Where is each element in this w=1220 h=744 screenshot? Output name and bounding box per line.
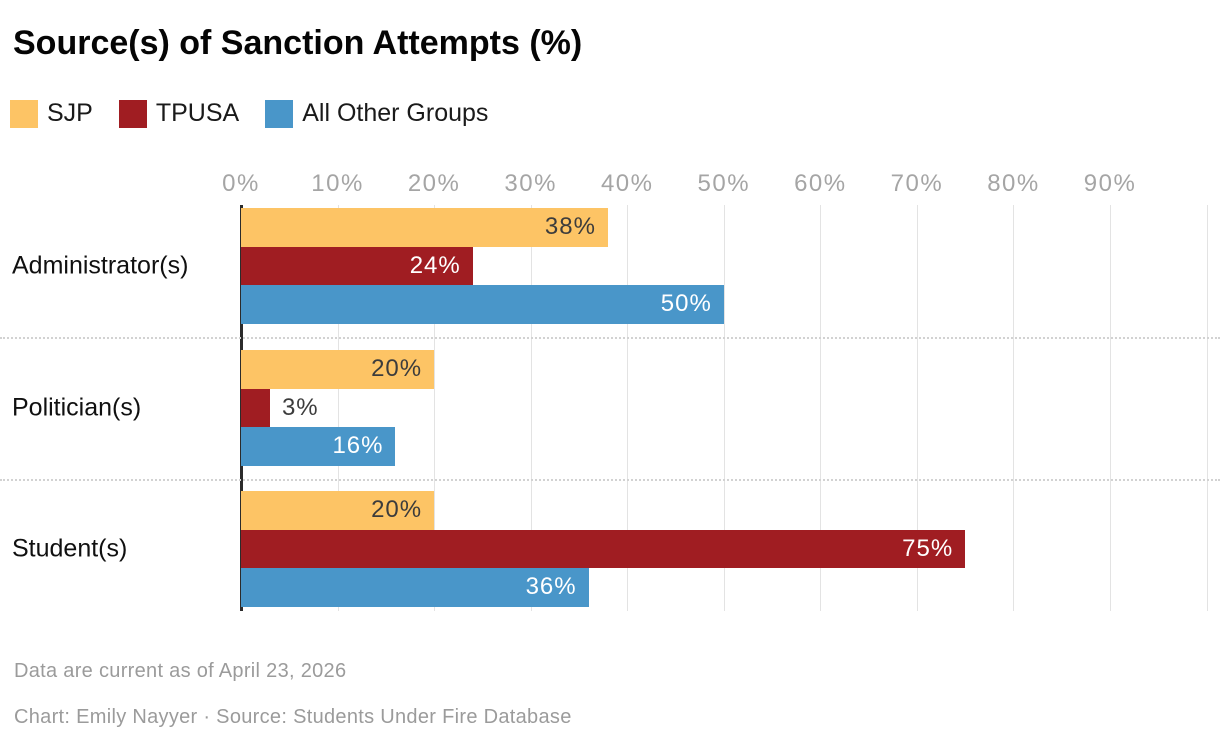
x-tick-label: 10%	[311, 170, 364, 197]
gridline	[820, 205, 822, 611]
gridline	[1110, 205, 1112, 611]
x-tick-label: 20%	[407, 170, 461, 197]
bar-sjp-student-s	[241, 491, 435, 530]
gridline	[337, 205, 339, 611]
bar-sjp-administrator-s	[241, 208, 608, 247]
bar-tpusa-administrator-s	[241, 246, 473, 285]
legend-label-all-other-groups: All Other Groups	[302, 99, 489, 127]
value-label: 3%	[281, 393, 319, 421]
value-label: 20%	[371, 355, 423, 383]
x-tick-label: 60%	[794, 170, 847, 197]
chart-title: Source(s) of Sanction Attempts (%)	[13, 24, 583, 62]
bar-all-other-groups-administrator-s	[241, 285, 724, 324]
value-label: 20%	[371, 496, 423, 524]
gridline	[1206, 205, 1208, 611]
bar-all-other-groups-student-s	[241, 568, 589, 607]
x-tick-label: 30%	[504, 170, 557, 197]
legend-item-all-other-groups: All Other Groups	[265, 99, 488, 128]
group-separator	[0, 336, 1220, 339]
legend-label-tpusa: TPUSA	[155, 99, 240, 127]
value-label: 50%	[660, 290, 712, 318]
gridline	[530, 205, 532, 611]
gridline	[627, 205, 629, 611]
value-label: 16%	[332, 432, 384, 460]
x-tick-label: 90%	[1083, 170, 1137, 197]
x-tick-label: 40%	[600, 170, 654, 197]
bar-sjp-politician-s	[241, 350, 435, 389]
category-label-administrator-s: Administrator(s)	[12, 251, 189, 280]
category-label-politician-s: Politician(s)	[12, 393, 142, 422]
value-label: 75%	[902, 534, 954, 562]
gridline	[434, 205, 436, 611]
bar-all-other-groups-politician-s	[241, 427, 396, 466]
legend-swatch-sjp	[10, 99, 38, 128]
group-separator	[0, 478, 1220, 481]
gridline	[723, 205, 725, 611]
legend-label-sjp: SJP	[47, 99, 93, 127]
legend-swatch-all-other-groups	[265, 99, 294, 128]
value-label: 36%	[525, 573, 577, 601]
x-tick-label: 70%	[890, 170, 944, 197]
value-label: 24%	[409, 251, 461, 279]
legend: SJP TPUSA All Other Groups	[10, 99, 488, 128]
legend-item-tpusa: TPUSA	[118, 99, 240, 128]
x-tick-label: 50%	[697, 170, 751, 197]
gridline	[1013, 205, 1015, 611]
byline-source-note: Chart: Emily Nayyer · Source: Students U…	[14, 706, 572, 728]
legend-swatch-tpusa	[118, 99, 147, 128]
value-label: 38%	[544, 213, 596, 241]
legend-item-sjp: SJP	[10, 99, 93, 128]
data-updated-note: Data are current as of April 23, 2026	[14, 660, 347, 682]
bar-tpusa-student-s	[241, 529, 966, 568]
x-tick-label: 0%	[222, 170, 260, 197]
gridline	[916, 205, 918, 611]
x-tick-label: 80%	[987, 170, 1040, 197]
bar-tpusa-politician-s	[241, 388, 270, 427]
category-label-student-s: Student(s)	[12, 534, 128, 563]
